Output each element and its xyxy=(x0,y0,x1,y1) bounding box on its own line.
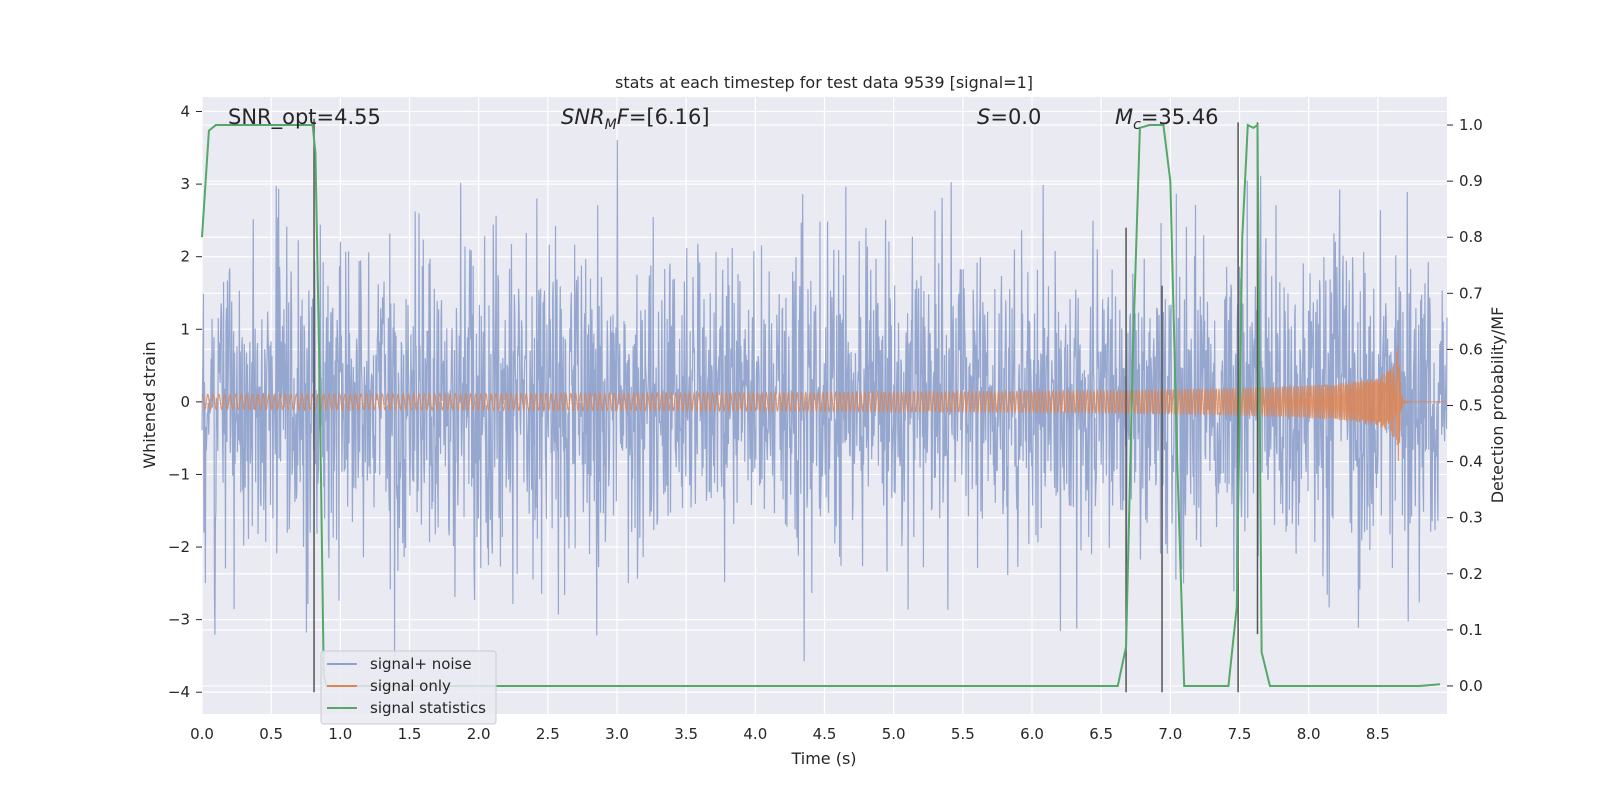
annotation-value: =35.46 xyxy=(1141,105,1219,129)
y-right-tick-label: 0.5 xyxy=(1459,397,1483,415)
annotation-snr-opt: SNR_opt=4.55 xyxy=(228,105,381,130)
x-tick-label: 0.5 xyxy=(259,725,283,743)
y-tick-label: 3 xyxy=(180,175,190,193)
annotation-mc: Mc=35.46 xyxy=(1115,105,1219,133)
x-tick-label: 3.0 xyxy=(605,725,629,743)
y-tick-label: −2 xyxy=(168,538,190,556)
y-tick-label: −1 xyxy=(168,465,190,483)
x-tick-label: 5.0 xyxy=(882,725,906,743)
vertical-lines xyxy=(313,118,1259,693)
x-tick-label: 4.5 xyxy=(813,725,837,743)
y-axis-right-ticks: 0.0 0.1 0.2 0.3 0.4 0.5 0.6 0.7 0.8 0.9 1.0 xyxy=(1447,116,1483,695)
legend-label-signal-plus-noise: signal+ noise xyxy=(370,655,472,673)
y-right-tick-label: 0.6 xyxy=(1459,340,1483,358)
x-tick-label: 8.5 xyxy=(1366,725,1390,743)
legend: signal+ noise signal only signal statist… xyxy=(320,650,497,725)
y-axis-label: Whitened strain xyxy=(140,341,159,468)
y-tick-label: −3 xyxy=(168,611,190,629)
y-tick-label: 4 xyxy=(180,103,190,121)
y-tick-label: 0 xyxy=(180,393,190,411)
annotation-value: =0.0 xyxy=(990,105,1041,129)
x-tick-label: 6.0 xyxy=(1020,725,1044,743)
x-axis-label: Time (s) xyxy=(790,749,856,768)
y-right-tick-label: 0.3 xyxy=(1459,509,1483,527)
y-tick-label: 2 xyxy=(180,248,190,266)
annotation-symbol-f: F xyxy=(617,105,630,129)
x-tick-label: 3.5 xyxy=(674,725,698,743)
legend-box xyxy=(320,650,497,725)
x-axis-ticks: 0.0 0.5 1.0 1.5 2.0 2.5 3.0 3.5 4.0 4.5 5.0 5.5 6.0 6… xyxy=(190,725,1390,743)
signal-statistics-line xyxy=(201,123,1441,687)
annotation-subscript: M xyxy=(605,117,617,133)
signal-plus-noise-line xyxy=(201,139,1448,662)
y-right-tick-label: 0.1 xyxy=(1459,621,1483,639)
annotation-value: =[6.16] xyxy=(629,105,710,129)
y-right-tick-label: 0.4 xyxy=(1459,453,1483,471)
y-axis-left-ticks: −4 −3 −2 −1 0 1 2 3 4 xyxy=(168,103,202,701)
x-tick-label: 0.0 xyxy=(190,725,214,743)
series-signal-plus-noise xyxy=(201,139,1448,662)
y-right-tick-label: 1.0 xyxy=(1459,116,1483,134)
annotation-symbol: SNR xyxy=(561,105,605,129)
y-tick-label: −4 xyxy=(168,683,190,701)
y-right-tick-label: 0.2 xyxy=(1459,565,1483,583)
annotation-symbol: S xyxy=(977,105,990,129)
legend-label-signal-only: signal only xyxy=(370,677,451,695)
x-tick-label: 8.0 xyxy=(1297,725,1321,743)
annotation-subscript: c xyxy=(1133,117,1141,133)
annotation-s-stat: S=0.0 xyxy=(977,105,1041,129)
annotation-symbol: M xyxy=(1115,105,1133,129)
series-signal-statistics xyxy=(201,123,1441,687)
x-tick-label: 1.5 xyxy=(398,725,422,743)
x-tick-label: 2.5 xyxy=(536,725,560,743)
y-right-tick-label: 0.0 xyxy=(1459,677,1483,695)
y-right-tick-label: 0.9 xyxy=(1459,172,1483,190)
x-tick-label: 4.0 xyxy=(743,725,767,743)
legend-label-signal-statistics: signal statistics xyxy=(370,699,486,717)
x-tick-label: 7.5 xyxy=(1228,725,1252,743)
y-tick-label: 1 xyxy=(180,320,190,338)
x-tick-label: 6.5 xyxy=(1089,725,1113,743)
y-axis-right-label: Detection probability/MF xyxy=(1488,307,1507,504)
x-tick-label: 7.0 xyxy=(1158,725,1182,743)
x-tick-label: 5.5 xyxy=(951,725,975,743)
x-tick-label: 1.0 xyxy=(328,725,352,743)
y-right-tick-label: 0.7 xyxy=(1459,284,1483,302)
chart-title: stats at each timestep for test data 953… xyxy=(615,73,1033,92)
x-tick-label: 2.0 xyxy=(467,725,491,743)
y-right-tick-label: 0.8 xyxy=(1459,228,1483,246)
annotation-snr-mf: SNRMF=[6.16] xyxy=(561,105,710,133)
